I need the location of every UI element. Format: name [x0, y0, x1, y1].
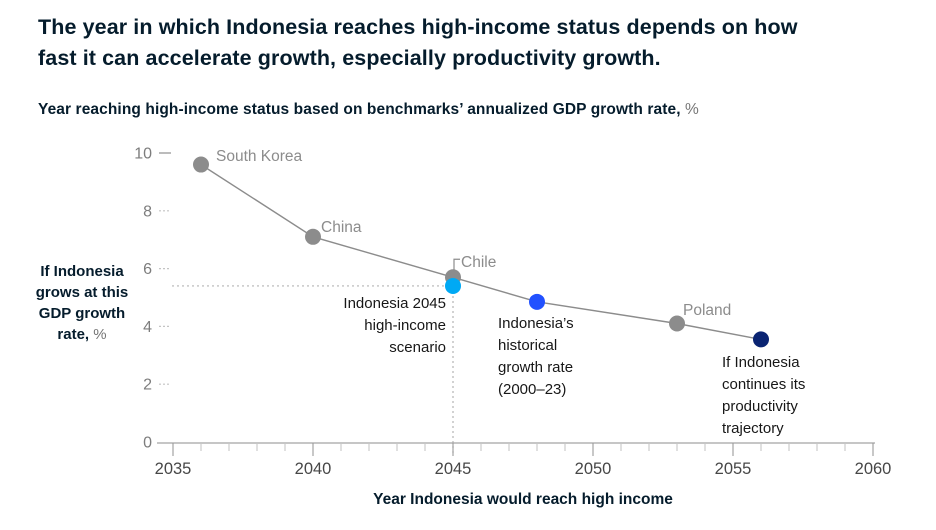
annotation-indonesia-2045-scenario: Indonesia 2045 high-income scenario: [343, 295, 446, 356]
y-tick-label: 0: [143, 435, 152, 452]
y-tick-label: 8: [143, 203, 152, 220]
x-tick-label: 2040: [295, 460, 332, 478]
point-label-south-korea: South Korea: [216, 148, 303, 165]
annotation-indonesia-productivity: If Indonesia continues its productivity …: [722, 354, 806, 437]
x-tick-label: 2035: [155, 460, 192, 478]
x-axis-title: Year Indonesia would reach high income: [373, 491, 673, 508]
figure-subtitle-unit: %: [685, 101, 699, 118]
figure-subtitle: Year reaching high-income status based o…: [38, 101, 918, 119]
point-label-poland: Poland: [683, 302, 732, 319]
data-point-china: [305, 228, 321, 245]
y-tick-label: 6: [143, 261, 152, 278]
point-label-china: China: [321, 219, 362, 236]
x-tick-label: 2050: [575, 460, 612, 478]
data-point-indonesia-2045-scenario: [445, 277, 461, 294]
figure-title: The year in which Indonesia reaches high…: [38, 15, 798, 70]
data-point-poland: [669, 315, 685, 332]
x-tick-label: 2060: [855, 460, 892, 478]
point-label-chile: Chile: [461, 254, 497, 271]
data-point-indonesia-productivity: [753, 331, 769, 348]
annotation-indonesia-historical: Indonesia’s historical growth rate (2000…: [498, 315, 574, 398]
y-tick-label: 4: [143, 319, 152, 336]
y-tick-label: 2: [143, 377, 152, 394]
data-point-indonesia-historical: [529, 293, 545, 310]
y-tick-label: 10: [134, 146, 152, 163]
chile-label-connector: [453, 258, 460, 272]
x-tick-label: 2045: [435, 460, 472, 478]
benchmark-curve: [200, 164, 762, 341]
data-point-south-korea: [193, 156, 209, 173]
y-axis-title: If Indonesia grows at this GDP growth ra…: [35, 263, 129, 343]
y-axis-title-unit: %: [93, 326, 107, 343]
figure-subtitle-text: Year reaching high-income status based o…: [38, 101, 681, 118]
x-tick-label: 2055: [715, 460, 752, 478]
